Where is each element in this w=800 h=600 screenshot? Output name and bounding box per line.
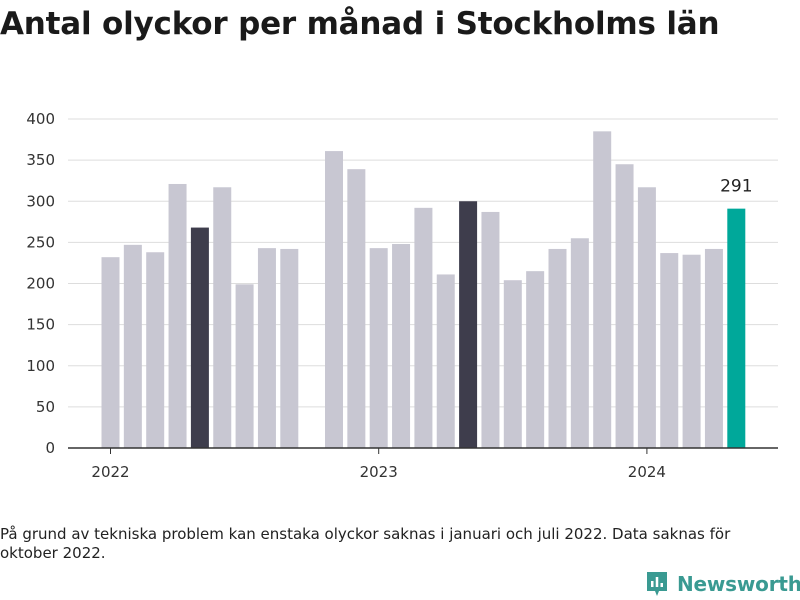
bar-2023-06 xyxy=(481,211,500,448)
bar-2023-07 xyxy=(503,280,522,448)
bar-2024-02 xyxy=(660,253,679,448)
bar-2022-03 xyxy=(146,252,165,448)
bar-2023-10 xyxy=(570,238,589,448)
axes: 0 50 100 150 200 250 300 350 400 2022 2023 2024 xyxy=(26,110,778,481)
bar-2023-09 xyxy=(548,248,567,448)
bar-2023-11 xyxy=(593,131,612,448)
bar-2023-08 xyxy=(526,271,545,448)
bar-2023-03 xyxy=(414,207,433,448)
y-tick-label: 300 xyxy=(26,192,55,210)
y-tick-label: 200 xyxy=(26,275,55,293)
y-tick-label: 400 xyxy=(26,110,55,128)
bar-2022-02 xyxy=(123,244,142,448)
bar-2022-12 xyxy=(347,169,366,449)
bar-2024-01 xyxy=(637,187,656,448)
bar-2022-11 xyxy=(325,151,343,448)
chart-title: Antal olyckor per månad i Stockholms län xyxy=(0,6,720,42)
bar-2022-09 xyxy=(280,248,299,448)
newsworthy-logo-icon xyxy=(647,572,667,596)
data-label-2024-05: 291 xyxy=(720,177,752,197)
y-tick-label: 350 xyxy=(26,151,55,169)
bar-2023-05 xyxy=(459,201,478,448)
y-tick-label: 100 xyxy=(26,357,55,375)
y-tick-label: 50 xyxy=(36,398,55,416)
bar-2023-01 xyxy=(369,248,388,448)
bar-2022-05 xyxy=(190,227,209,448)
bar-2023-02 xyxy=(392,244,411,448)
bar-2022-01 xyxy=(101,257,120,448)
bar-2023-04 xyxy=(436,274,455,448)
y-tick-label: 250 xyxy=(26,233,55,251)
bar-2024-05 xyxy=(727,208,746,448)
footnote: På grund av tekniska problem kan enstaka… xyxy=(0,525,731,562)
bars xyxy=(101,131,746,449)
bar-2023-12 xyxy=(615,164,634,449)
brand-name: Newsworthy xyxy=(677,572,800,596)
newsworthy-brand[interactable]: Newsworthy xyxy=(645,569,800,599)
bar-2022-07 xyxy=(235,284,254,448)
bar-2022-04 xyxy=(168,183,187,449)
bar-2024-04 xyxy=(704,248,723,448)
bar-chart: 0 50 100 150 200 250 300 350 400 2022 2023 2024 291 xyxy=(26,110,778,481)
y-tick-label: 0 xyxy=(45,439,55,457)
bar-2022-08 xyxy=(257,248,276,448)
data-labels: 291 xyxy=(720,177,752,197)
y-tick-label: 150 xyxy=(26,316,55,334)
x-tick-label: 2023 xyxy=(360,463,398,481)
x-tick-label: 2022 xyxy=(91,463,129,481)
bar-2022-06 xyxy=(213,187,232,448)
bar-2024-03 xyxy=(682,254,701,448)
x-tick-label: 2024 xyxy=(628,463,666,481)
